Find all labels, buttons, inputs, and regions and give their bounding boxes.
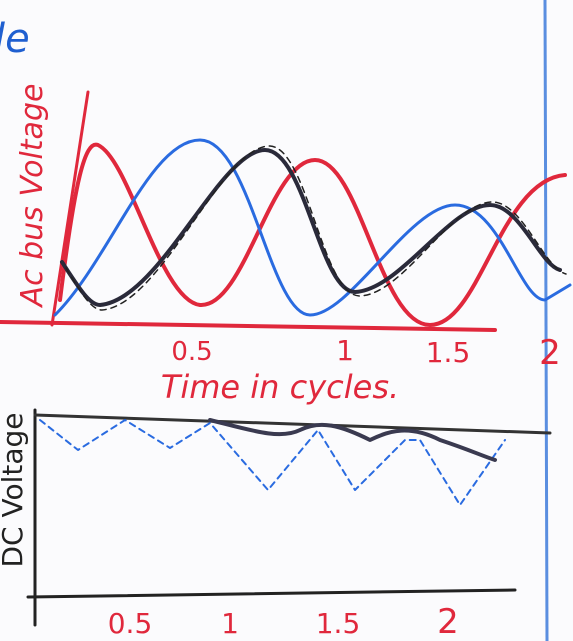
ac-x-tick: 2 [539,333,561,373]
ac-x-label: Time in cycles. [161,368,399,406]
dc-y-label: DC Voltage [0,412,29,567]
ac-x-tick: 1 [336,334,354,367]
ac-y-label: Ac bus Voltage [15,84,50,309]
dc-x-tick: 1 [221,607,239,640]
dc-x-tick: 0.5 [108,607,153,640]
ac-x-tick: 0.5 [171,337,212,367]
whiteboard: le Ac bus Voltage 0.5 1 1.5 2 Time in cy… [0,0,573,641]
ac-x-tick: 1.5 [426,336,471,369]
dc-x-tick: 1.5 [316,607,361,640]
corner-text: le [0,16,30,62]
dc-x-tick: 2 [437,602,459,641]
board-line [545,0,547,641]
